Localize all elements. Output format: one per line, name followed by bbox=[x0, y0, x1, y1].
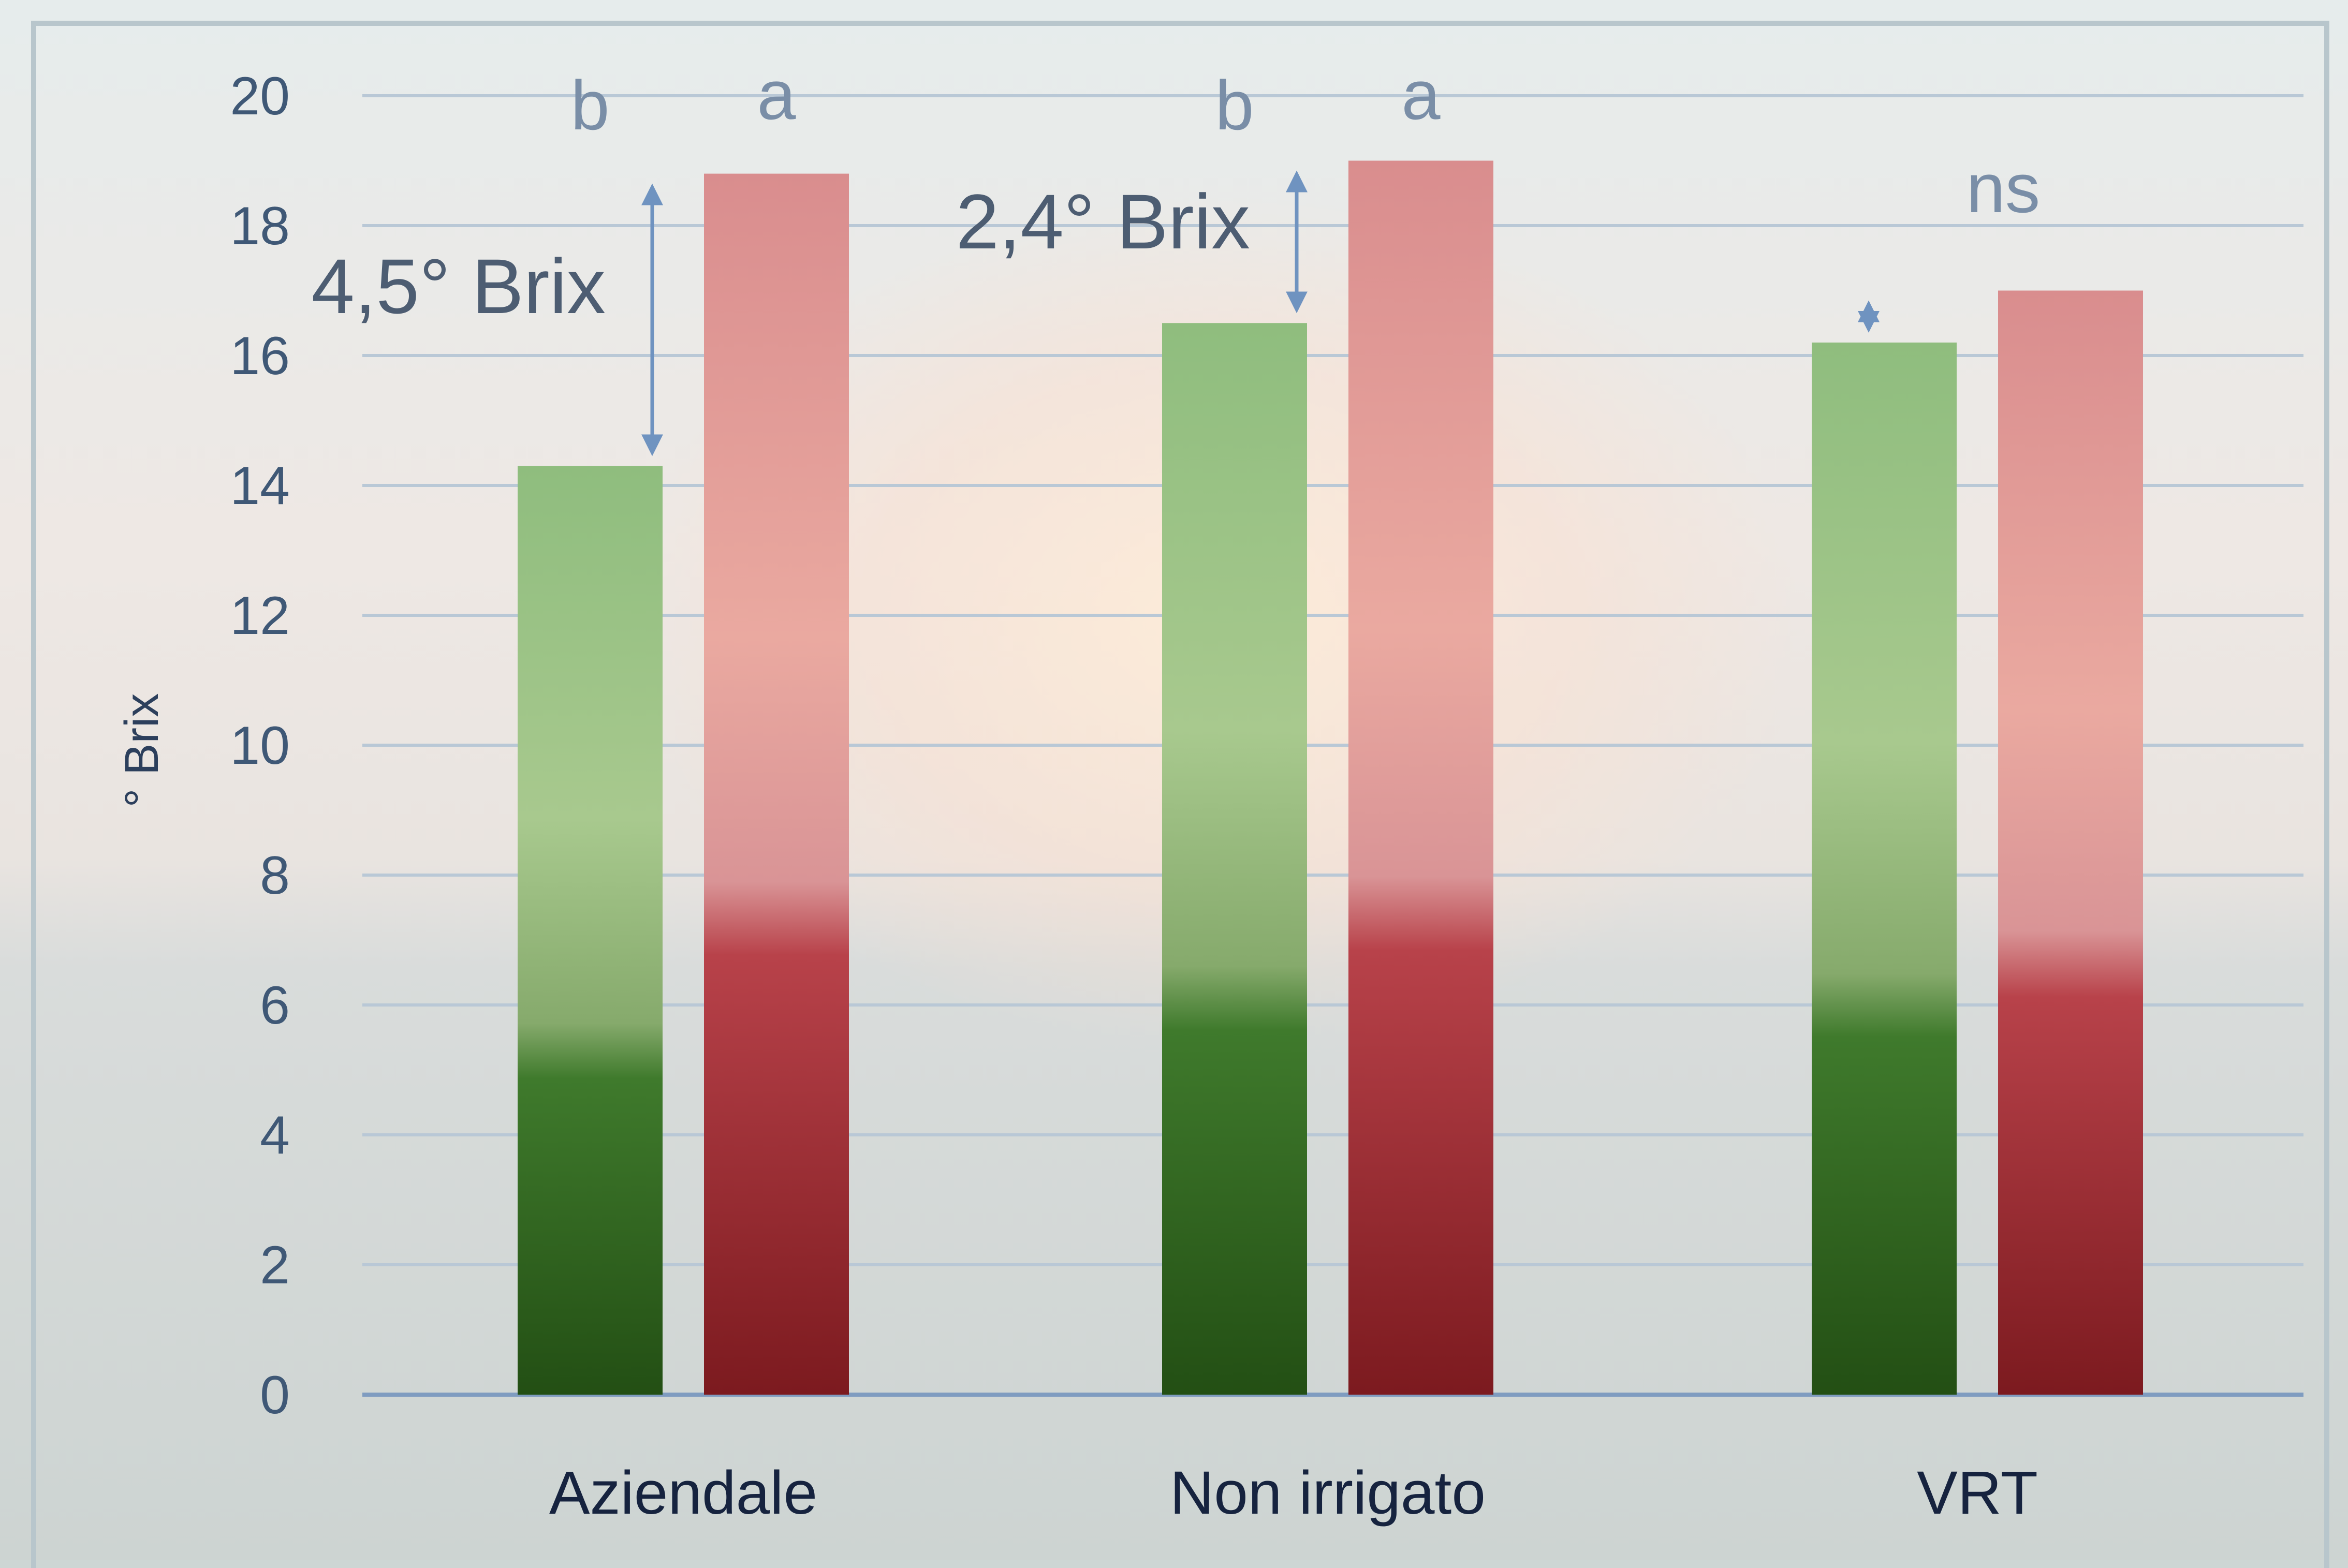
y-tick-label-2: 2 bbox=[260, 1235, 290, 1295]
bar-non-irrigato-series-2 bbox=[1348, 160, 1493, 1395]
y-tick-label-4: 4 bbox=[260, 1105, 290, 1165]
significance-letter: a bbox=[757, 56, 796, 134]
difference-label: 2,4° Brix bbox=[956, 178, 1250, 265]
bar-aziendale-series-2 bbox=[704, 173, 849, 1395]
bar-vrt-series-1 bbox=[1812, 342, 1957, 1395]
y-tick-label-12: 12 bbox=[230, 586, 290, 646]
gridlines bbox=[362, 94, 2303, 1397]
bars bbox=[518, 160, 2143, 1395]
chart-frame bbox=[31, 21, 2329, 1568]
y-axis-tick-labels: 0 2 4 6 8 10 12 14 16 18 20 bbox=[230, 66, 290, 1425]
bar-aziendale-series-1 bbox=[518, 466, 663, 1395]
bar-non-irrigato-series-1 bbox=[1162, 323, 1307, 1395]
y-axis-label: ° Brix bbox=[115, 693, 168, 808]
significance-letter: a bbox=[1401, 56, 1441, 134]
y-tick-label-20: 20 bbox=[230, 66, 290, 126]
category-labels: Aziendale Non irrigato VRT bbox=[549, 1459, 2038, 1527]
y-tick-label-0: 0 bbox=[260, 1365, 290, 1425]
bar-vrt-series-2 bbox=[1998, 290, 2143, 1395]
y-tick-label-6: 6 bbox=[260, 975, 290, 1036]
significance-letter: b bbox=[570, 66, 609, 144]
difference-label: 4,5° Brix bbox=[311, 243, 606, 330]
y-tick-label-16: 16 bbox=[230, 326, 290, 386]
significance-letter: b bbox=[1215, 66, 1254, 144]
y-tick-label-14: 14 bbox=[230, 456, 290, 516]
category-label: Aziendale bbox=[549, 1459, 817, 1527]
y-tick-label-10: 10 bbox=[230, 716, 290, 776]
y-tick-label-18: 18 bbox=[230, 196, 290, 256]
significance-ns-label: ns bbox=[1967, 149, 2041, 227]
annotations: b a b a ns 4,5° Brix 2,4° Brix bbox=[311, 56, 2041, 456]
y-tick-label-8: 8 bbox=[260, 846, 290, 906]
category-label: VRT bbox=[1917, 1459, 2038, 1527]
category-label: Non irrigato bbox=[1170, 1459, 1486, 1527]
